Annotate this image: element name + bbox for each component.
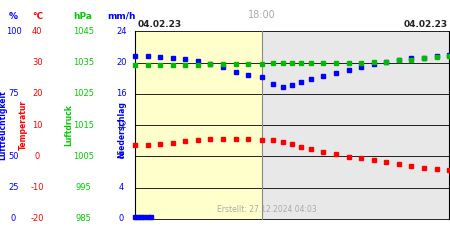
Text: °C: °C (32, 12, 43, 21)
Text: 995: 995 (76, 183, 91, 192)
Text: Temperatur: Temperatur (19, 100, 28, 150)
Text: 10: 10 (32, 120, 43, 130)
Text: Erstellt: 27.12.2024 04:03: Erstellt: 27.12.2024 04:03 (217, 205, 317, 214)
Bar (135, 31, 262, 219)
Text: 40: 40 (32, 27, 43, 36)
Text: 0: 0 (35, 152, 40, 161)
Text: 30: 30 (32, 58, 43, 67)
Text: %: % (9, 12, 18, 21)
Text: 1025: 1025 (73, 89, 94, 98)
Text: 100: 100 (5, 27, 22, 36)
Text: 04.02.23: 04.02.23 (404, 20, 448, 29)
Text: 4: 4 (119, 183, 124, 192)
Text: hPa: hPa (74, 12, 93, 21)
Text: Luftfeuchtigkeit: Luftfeuchtigkeit (0, 90, 8, 160)
Text: 1015: 1015 (73, 120, 94, 130)
Text: 20: 20 (32, 89, 43, 98)
Text: mm/h: mm/h (107, 12, 136, 21)
Text: Luftdruck: Luftdruck (64, 104, 73, 146)
Text: -20: -20 (31, 214, 44, 223)
Text: 75: 75 (8, 89, 19, 98)
Text: 24: 24 (116, 27, 127, 36)
Text: 04.02.23: 04.02.23 (137, 20, 181, 29)
Text: 0: 0 (119, 214, 124, 223)
Text: 25: 25 (8, 183, 19, 192)
Text: 1035: 1035 (73, 58, 94, 67)
Text: Niederschlag: Niederschlag (117, 102, 126, 158)
Text: 1005: 1005 (73, 152, 94, 161)
Text: 12: 12 (116, 120, 127, 130)
Text: 985: 985 (75, 214, 91, 223)
Text: 50: 50 (8, 152, 19, 161)
Text: 0: 0 (11, 214, 16, 223)
Text: 1045: 1045 (73, 27, 94, 36)
Bar (262, 31, 449, 219)
Text: 18:00: 18:00 (248, 10, 276, 20)
Text: 8: 8 (119, 152, 124, 161)
Text: 16: 16 (116, 89, 127, 98)
Text: 20: 20 (116, 58, 127, 67)
Text: -10: -10 (31, 183, 44, 192)
